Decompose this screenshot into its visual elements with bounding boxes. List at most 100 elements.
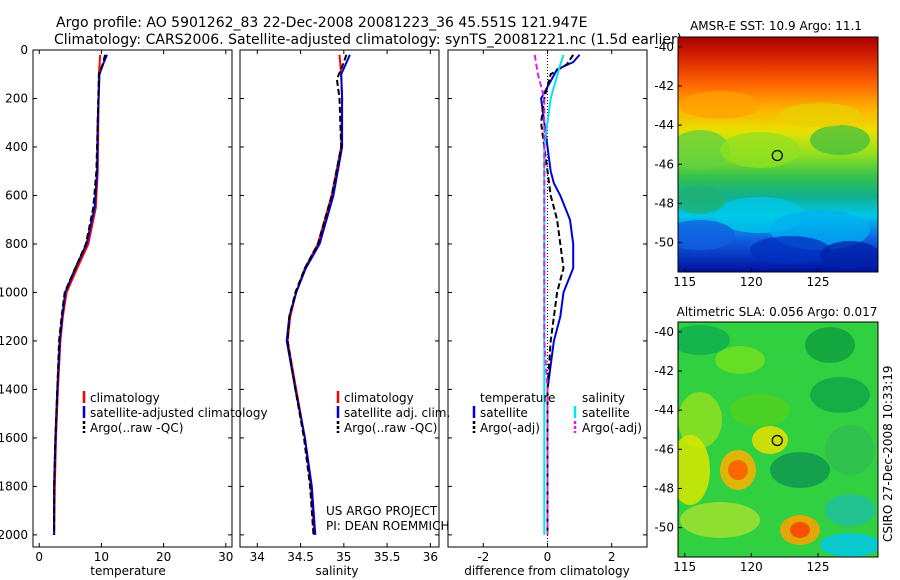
map-y-tick-label: -42 [654,79,674,93]
sla-field-patch [810,377,870,413]
series-line-salinity-argo-adj- [533,54,549,535]
y-tick-label: 200 [5,91,28,105]
y-tick-label: 400 [5,140,28,154]
sst-heatmap [678,37,878,272]
sst-field-patch [678,186,725,214]
sla-field-patch [825,425,875,475]
x-tick-label: 34 [250,550,265,564]
sla-field-patch [678,435,710,505]
map-y-tick-label: -40 [654,40,674,54]
temperature-plot-frame [32,49,233,548]
y-tick-label: 600 [5,188,28,202]
title-line-1: Argo profile: AO 5901262_83 22-Dec-2008 … [56,15,587,31]
series-line-argo-raw-qc- [286,54,348,535]
legend-salinity-header: salinity [582,391,625,405]
legend-climatology-label: climatology [344,391,414,405]
map-y-tick-label: -44 [654,403,674,417]
salinity-axis-label: salinity [315,564,358,578]
pi-credit: PI: DEAN ROEMMICH [326,519,449,533]
x-tick-label: 20 [156,550,171,564]
x-tick-label: 35 [336,550,351,564]
sla-map-title: Altimetric SLA: 0.056 Argo: 0.017 [677,305,878,319]
sla-field-patch [728,460,748,480]
sla-heatmap [678,322,878,557]
sla-field-patch [730,394,790,426]
sst-field-patch [678,130,730,170]
sst-map-ticks: 115 120 125 -40 -42 -44 -46 -48 -50 [654,40,829,289]
series-line-temperature-argo-adj- [540,54,575,535]
sla-field-patch [678,392,722,448]
map-y-tick-label: -50 [654,236,674,250]
y-tick-label: 1400 [0,382,28,396]
timestamp-stamp: CSIRO 27-Dec-2008 10:33:19 [881,365,895,542]
difference-series [533,54,581,535]
temperature-legend: climatology satellite-adjusted climatolo… [82,391,268,435]
x-tick-label: 10 [94,550,109,564]
sla-field-patch [825,494,875,526]
sla-field-patch [752,426,788,454]
map-x-tick-label: 115 [673,275,696,289]
sst-field-patch [678,220,735,250]
x-tick-label: -2 [477,550,489,564]
y-tick-label: 1800 [0,479,28,493]
map-y-tick-label: -50 [654,521,674,535]
x-tick-label: 2 [608,550,616,564]
sla-field-patch [805,327,855,363]
map-y-tick-label: -48 [654,481,674,495]
temperature-axis-label: temperature [90,564,165,578]
y-tick-label: 1000 [0,285,28,299]
difference-axis-label: difference from climatology [464,564,630,578]
map-x-tick-label: 115 [673,560,696,574]
x-tick-label: 36 [423,550,438,564]
y-tick-label: 1600 [0,431,28,445]
legend-climatology-label: climatology [90,391,160,405]
sst-field-patch [780,103,860,127]
legend-satellite-label: satellite-adjusted climatology [90,406,268,420]
x-tick-label: 30 [218,550,233,564]
y-tick-label: 0 [20,43,28,57]
sla-field-patch [715,346,765,374]
map-y-tick-label: -48 [654,196,674,210]
sst-argo-location-marker [771,149,783,162]
sst-field-patch [820,241,878,269]
legend-temperature-header: temperature [480,391,555,405]
sst-field-patch [750,236,830,264]
legend-sal-argo-label: Argo(-adj) [582,421,642,435]
legend-satellite-label: satellite adj. clim. [344,406,450,420]
sla-field-patch [790,522,810,538]
sst-field-patch [680,91,760,119]
legend-argo-label: Argo(..raw -QC) [344,421,437,435]
map-y-tick-label: -44 [654,118,674,132]
x-tick-label: 0 [544,550,552,564]
salinity-series [285,54,351,535]
x-tick-label: 35.5 [374,550,401,564]
sla-field-patch [678,325,730,355]
series-line-argo-raw-qc- [53,54,107,535]
project-credit: US ARGO PROJECT [326,504,438,518]
legend-sal-satellite-label: satellite [582,406,630,420]
difference-axis-ticks: -2 0 2 [448,49,647,564]
map-y-tick-label: -42 [654,364,674,378]
y-tick-label: 2000 [0,528,28,542]
map-y-tick-label: -40 [654,325,674,339]
sst-map-frame [677,36,879,273]
map-x-tick-label: 120 [740,560,763,574]
series-line-climatology [53,54,102,535]
title-line-2: Climatology: CARS2006. Satellite-adjuste… [54,32,682,48]
sst-field-patch [720,132,800,168]
map-x-tick-label: 120 [740,275,763,289]
legend-temp-satellite-label: satellite [480,406,528,420]
sla-map-frame [677,321,879,558]
salinity-axis-ticks: 34 34.5 35 35.5 36 [240,49,439,564]
sla-field-patch [820,533,878,557]
difference-legend: temperature salinity satellite Argo(-adj… [472,391,642,435]
x-tick-label: 34.5 [287,550,314,564]
salinity-plot-frame [239,49,440,548]
legend-argo-label: Argo(..raw -QC) [90,421,183,435]
map-x-tick-label: 125 [807,275,830,289]
y-tick-label: 800 [5,237,28,251]
sla-field-patch [680,502,760,538]
sst-map-title: AMSR-E SST: 10.9 Argo: 11.1 [690,19,862,33]
temperature-axis-ticks: 0 10 20 30 [33,49,233,564]
